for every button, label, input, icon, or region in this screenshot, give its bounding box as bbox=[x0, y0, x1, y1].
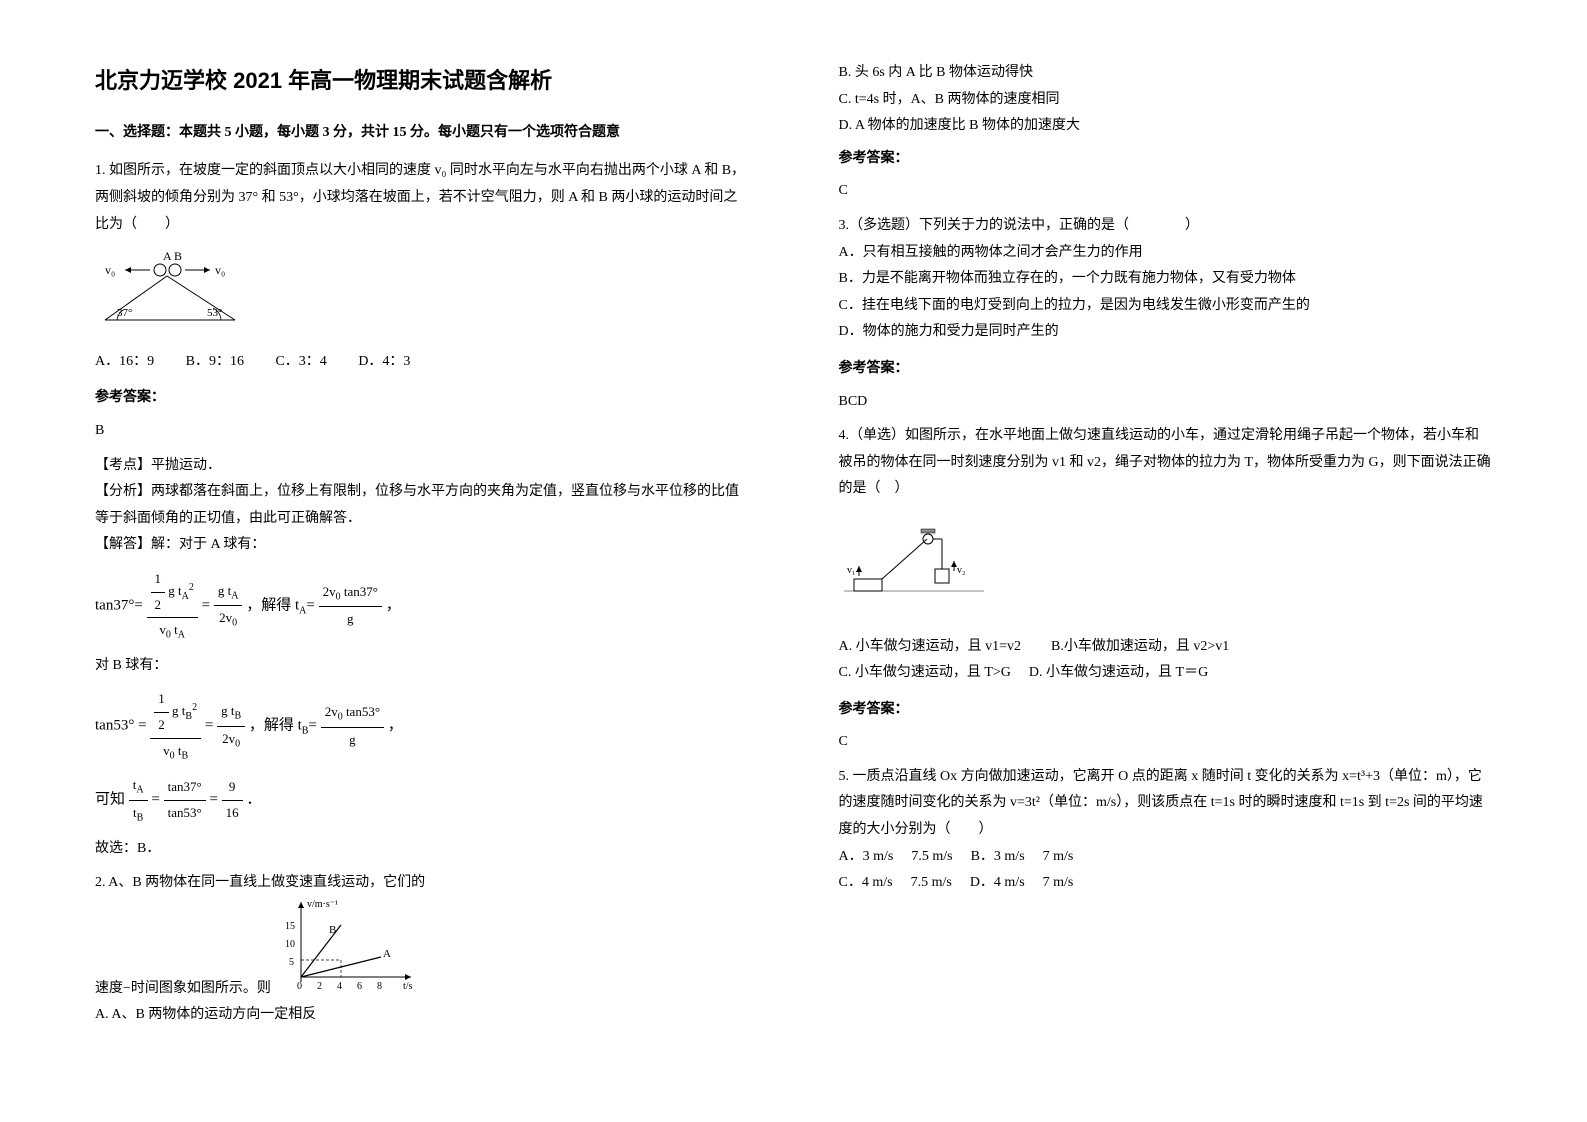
q1-after-a: 对 B 球有： bbox=[95, 653, 749, 680]
question-text: 3.（多选题）下列关于力的说法中，正确的是（ ） bbox=[839, 213, 1493, 240]
xtick: 6 bbox=[357, 981, 362, 992]
question-1: 1. 如图所示，在坡度一定的斜面顶点以大小相同的速度 v₀ 同时水平向左与水平向… bbox=[95, 158, 749, 375]
q1-diagram: A B v₀ v₀ 37° 53° bbox=[95, 248, 749, 339]
ytick: 10 bbox=[285, 939, 295, 950]
option-c2: 7.5 m/s bbox=[911, 870, 952, 897]
label-ab: A B bbox=[163, 249, 182, 263]
q3-answer: BCD bbox=[839, 389, 1493, 416]
option-c: C. 小车做匀速运动，且 T>G bbox=[839, 660, 1011, 687]
q2-answer: C bbox=[839, 178, 1493, 205]
section-header: 一、选择题：本题共 5 小题，每小题 3 分，共计 15 分。每小题只有一个选项… bbox=[95, 120, 749, 147]
answer-label: 参考答案： bbox=[839, 697, 1493, 724]
formula-text: tan53° = bbox=[95, 718, 147, 734]
ylabel: v/m·s⁻¹ bbox=[307, 899, 338, 910]
q1-formula-ratio: 可知 tA tB = tan37° tan53° = 9 16 ． bbox=[95, 773, 749, 827]
option-a: A. 小车做匀速运动，且 v1=v2 bbox=[839, 634, 1022, 661]
xtick: 8 bbox=[377, 981, 382, 992]
option-b: B. 头 6s 内 A 比 B 物体运动得快 bbox=[839, 60, 1493, 87]
option-a: A．3 m/s bbox=[839, 844, 894, 871]
option-d: D．4 m/s bbox=[970, 870, 1025, 897]
q1-conclusion: 故选：B． bbox=[95, 836, 749, 863]
option-b2: 7 m/s bbox=[1043, 844, 1074, 871]
question-4: 4.（单选）如图所示，在水平地面上做匀速直线运动的小车，通过定滑轮用绳子吊起一个… bbox=[839, 423, 1493, 687]
option-d: D. A 物体的加速度比 B 物体的加速度大 bbox=[839, 113, 1493, 140]
option-c: C．挂在电线下面的电灯受到向上的拉力，是因为电线发生微小形变而产生的 bbox=[839, 293, 1493, 320]
xtick: 4 bbox=[337, 981, 342, 992]
right-column: B. 头 6s 内 A 比 B 物体运动得快 C. t=4s 时，A、B 两物体… bbox=[839, 60, 1493, 1039]
label-v0-right: v₀ bbox=[215, 263, 225, 277]
xlabel: t/s bbox=[403, 981, 413, 992]
option-c: C．3：4 bbox=[275, 354, 326, 369]
formula-text: ，解得 bbox=[246, 597, 295, 613]
answer-label: 参考答案： bbox=[839, 356, 1493, 383]
ytick: 5 bbox=[289, 957, 294, 968]
answer-label: 参考答案： bbox=[95, 385, 749, 412]
q4-diagram: v₁ v₂ bbox=[839, 521, 1493, 612]
option-a: A. A、B 两物体的运动方向一定相反 bbox=[95, 1002, 749, 1029]
formula-text: ，解得 bbox=[249, 718, 298, 734]
exam-title: 北京力迈学校 2021 年高一物理期末试题含解析 bbox=[95, 60, 749, 102]
left-column: 北京力迈学校 2021 年高一物理期末试题含解析 一、选择题：本题共 5 小题，… bbox=[95, 60, 749, 1039]
question-3: 3.（多选题）下列关于力的说法中，正确的是（ ） A．只有相互接触的两物体之间才… bbox=[839, 213, 1493, 346]
line-b-label: B bbox=[329, 924, 336, 936]
label-v0-left: v₀ bbox=[105, 263, 115, 277]
label-v2: v₂ bbox=[957, 565, 966, 576]
q1-answer: B bbox=[95, 418, 749, 445]
option-a: A．只有相互接触的两物体之间才会产生力的作用 bbox=[839, 240, 1493, 267]
option-d: D．4：3 bbox=[358, 354, 410, 369]
option-d2: 7 m/s bbox=[1043, 870, 1074, 897]
q1-jieda: 【解答】解：对于 A 球有： bbox=[95, 532, 749, 559]
ytick: 15 bbox=[285, 921, 295, 932]
xtick: 2 bbox=[317, 981, 322, 992]
option-b: B.小车做加速运动，且 v2>v1 bbox=[1051, 634, 1229, 661]
question-text-2: 速度−时间图象如图所示。则 bbox=[95, 976, 271, 1003]
q1-kaodian: 【考点】平抛运动． bbox=[95, 453, 749, 480]
option-c: C. t=4s 时，A、B 两物体的速度相同 bbox=[839, 87, 1493, 114]
q1-options: A．16：9 B．9：16 C．3：4 D．4：3 bbox=[95, 349, 749, 376]
question-text: 4.（单选）如图所示，在水平地面上做匀速直线运动的小车，通过定滑轮用绳子吊起一个… bbox=[839, 423, 1493, 503]
line-a-label: A bbox=[383, 948, 391, 960]
q1-formula-a: tan37°= 12 g tA2 v0 tA = g tA 2v0 ，解得 tA… bbox=[95, 567, 749, 645]
formula-text: 可知 bbox=[95, 792, 129, 808]
question-text: 5. 一质点沿直线 Ox 方向做加速运动，它离开 O 点的距离 x 随时间 t … bbox=[839, 764, 1493, 844]
option-a2: 7.5 m/s bbox=[911, 844, 952, 871]
option-d: D. 小车做匀速运动，且 T＝G bbox=[1029, 660, 1208, 687]
option-c: C．4 m/s bbox=[839, 870, 893, 897]
label-v1: v₁ bbox=[847, 565, 856, 576]
answer-label: 参考答案： bbox=[839, 146, 1493, 173]
option-b: B．9：16 bbox=[186, 354, 244, 369]
exam-page: 北京力迈学校 2021 年高一物理期末试题含解析 一、选择题：本题共 5 小题，… bbox=[95, 60, 1492, 1039]
question-text: 1. 如图所示，在坡度一定的斜面顶点以大小相同的速度 v₀ 同时水平向左与水平向… bbox=[95, 158, 749, 238]
option-d: D．物体的施力和受力是同时产生的 bbox=[839, 319, 1493, 346]
question-2: 2. A、B 两物体在同一直线上做变速直线运动，它们的 速度−时间图象如图所示。… bbox=[95, 870, 749, 1029]
q1-formula-b: tan53° = 12 g tB2 v0 tB = g tB 2v0 ，解得 t… bbox=[95, 687, 749, 765]
question-5: 5. 一质点沿直线 Ox 方向做加速运动，它离开 O 点的距离 x 随时间 t … bbox=[839, 764, 1493, 897]
option-b: B．3 m/s bbox=[971, 844, 1025, 871]
xtick: 0 bbox=[297, 981, 302, 992]
q1-fenxi: 【分析】两球都落在斜面上，位移上有限制，位移与水平方向的夹角为定值，竖直位移与水… bbox=[95, 479, 749, 532]
formula-text: tan37°= bbox=[95, 597, 143, 613]
q2-diagram: t/s v/m·s⁻¹ 5 10 15 0 2 4 6 8 A B bbox=[281, 897, 421, 1003]
option-a: A．16：9 bbox=[95, 354, 154, 369]
option-b: B．力是不能离开物体而独立存在的，一个力既有施力物体，又有受力物体 bbox=[839, 266, 1493, 293]
question-text: 2. A、B 两物体在同一直线上做变速直线运动，它们的 bbox=[95, 875, 425, 890]
q4-answer: C bbox=[839, 729, 1493, 756]
